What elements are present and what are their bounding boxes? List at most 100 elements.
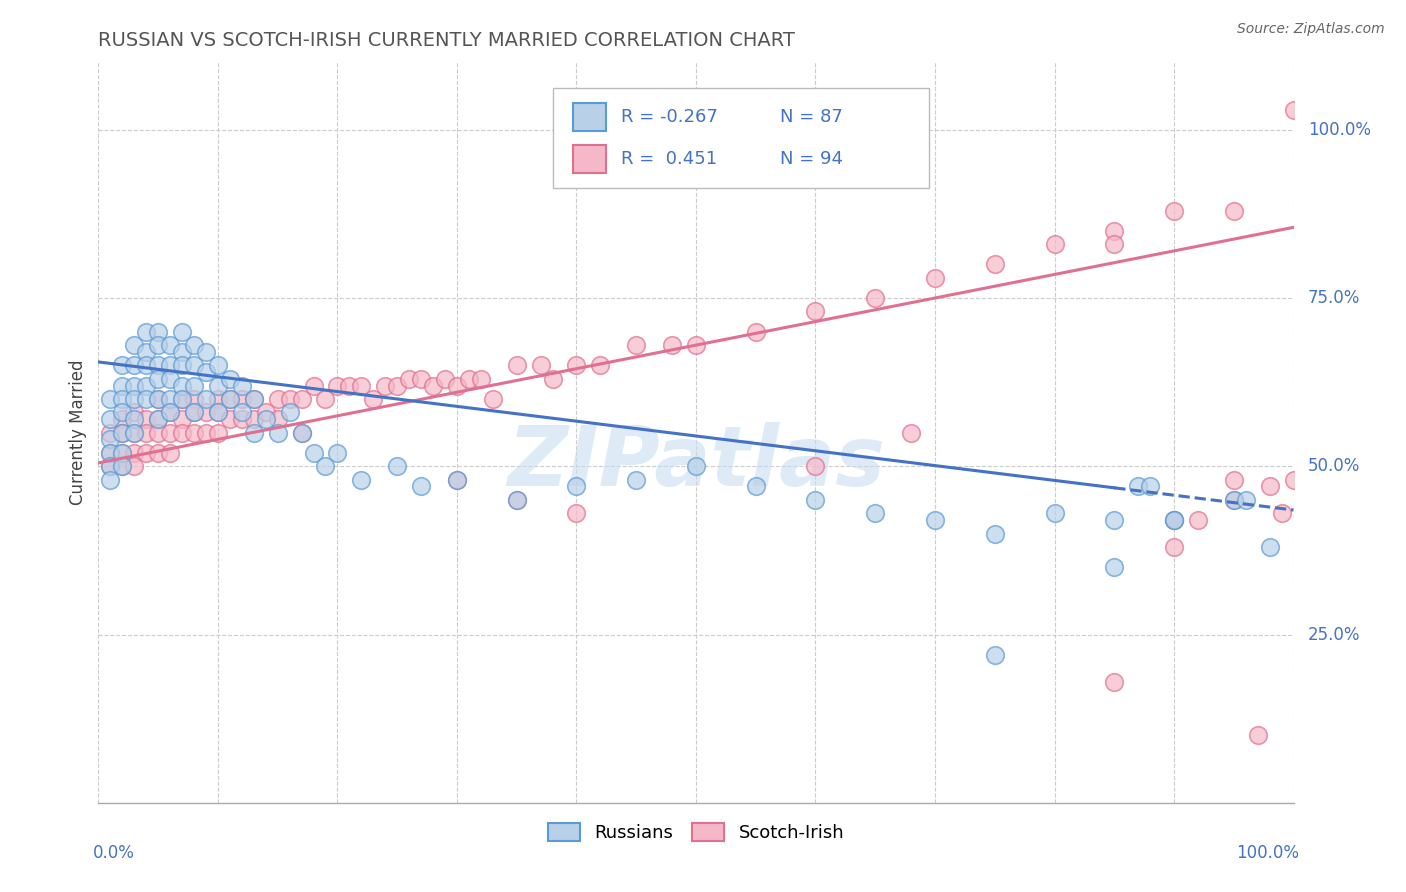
- Point: [1043, 237, 1066, 252]
- Point: [254, 412, 277, 426]
- Point: [458, 372, 481, 386]
- Point: [195, 425, 218, 440]
- Point: [1258, 479, 1281, 493]
- Point: [135, 378, 157, 392]
- Point: [172, 378, 194, 392]
- Point: [98, 459, 122, 474]
- Point: [470, 372, 492, 386]
- Point: [626, 338, 648, 352]
- Point: [124, 378, 146, 392]
- Point: [159, 446, 181, 460]
- Point: [1139, 479, 1161, 493]
- Point: [98, 446, 122, 460]
- Point: [111, 359, 134, 373]
- Point: [172, 392, 194, 406]
- Point: [183, 425, 205, 440]
- Point: [565, 359, 588, 373]
- Point: [589, 359, 612, 373]
- Point: [135, 446, 157, 460]
- Point: [172, 425, 194, 440]
- Text: 0.0%: 0.0%: [93, 844, 135, 862]
- Point: [148, 446, 170, 460]
- Text: R = -0.267: R = -0.267: [620, 108, 717, 127]
- Point: [98, 412, 122, 426]
- Point: [363, 392, 385, 406]
- Point: [243, 392, 266, 406]
- Point: [984, 257, 1007, 271]
- Point: [1163, 540, 1185, 554]
- Point: [183, 405, 205, 419]
- Point: [924, 513, 946, 527]
- Point: [1163, 513, 1185, 527]
- Text: N = 87: N = 87: [780, 108, 842, 127]
- Point: [626, 473, 648, 487]
- Point: [183, 392, 205, 406]
- Point: [446, 473, 468, 487]
- Point: [291, 425, 314, 440]
- Point: [1223, 492, 1246, 507]
- Point: [267, 412, 290, 426]
- Point: [219, 392, 242, 406]
- Point: [865, 507, 887, 521]
- Point: [1043, 507, 1066, 521]
- Point: [207, 425, 229, 440]
- Point: [278, 392, 301, 406]
- Point: [207, 392, 229, 406]
- Point: [434, 372, 457, 386]
- Point: [565, 507, 588, 521]
- Point: [254, 405, 277, 419]
- Y-axis label: Currently Married: Currently Married: [69, 359, 87, 506]
- Point: [541, 372, 564, 386]
- Point: [172, 325, 194, 339]
- Point: [219, 412, 242, 426]
- Point: [98, 392, 122, 406]
- Point: [411, 372, 433, 386]
- Point: [98, 425, 122, 440]
- Point: [685, 459, 707, 474]
- Point: [385, 378, 409, 392]
- Point: [111, 446, 134, 460]
- Point: [207, 405, 229, 419]
- Point: [326, 378, 349, 392]
- Point: [565, 479, 588, 493]
- Point: [124, 359, 146, 373]
- Point: [267, 392, 290, 406]
- Point: [745, 479, 768, 493]
- Text: 75.0%: 75.0%: [1308, 289, 1360, 307]
- Point: [172, 392, 194, 406]
- Point: [984, 526, 1007, 541]
- Point: [1104, 237, 1126, 252]
- Point: [745, 325, 768, 339]
- Point: [385, 459, 409, 474]
- Point: [278, 405, 301, 419]
- Point: [1104, 513, 1126, 527]
- Point: [315, 459, 337, 474]
- Point: [422, 378, 444, 392]
- Text: RUSSIAN VS SCOTCH-IRISH CURRENTLY MARRIED CORRELATION CHART: RUSSIAN VS SCOTCH-IRISH CURRENTLY MARRIE…: [98, 30, 796, 50]
- Point: [1163, 513, 1185, 527]
- Point: [1104, 674, 1126, 689]
- Point: [326, 446, 349, 460]
- Point: [231, 412, 253, 426]
- Point: [111, 425, 134, 440]
- Point: [159, 338, 181, 352]
- Point: [148, 412, 170, 426]
- Point: [243, 392, 266, 406]
- Point: [661, 338, 683, 352]
- Point: [183, 359, 205, 373]
- Point: [135, 325, 157, 339]
- Text: R =  0.451: R = 0.451: [620, 151, 717, 169]
- Point: [135, 344, 157, 359]
- Point: [148, 425, 170, 440]
- Point: [411, 479, 433, 493]
- Point: [98, 473, 122, 487]
- Point: [350, 378, 373, 392]
- Text: 50.0%: 50.0%: [1308, 458, 1360, 475]
- Point: [865, 291, 887, 305]
- Point: [315, 392, 337, 406]
- Point: [148, 372, 170, 386]
- Point: [159, 405, 181, 419]
- Text: Source: ZipAtlas.com: Source: ZipAtlas.com: [1237, 22, 1385, 37]
- Point: [135, 359, 157, 373]
- Point: [124, 412, 146, 426]
